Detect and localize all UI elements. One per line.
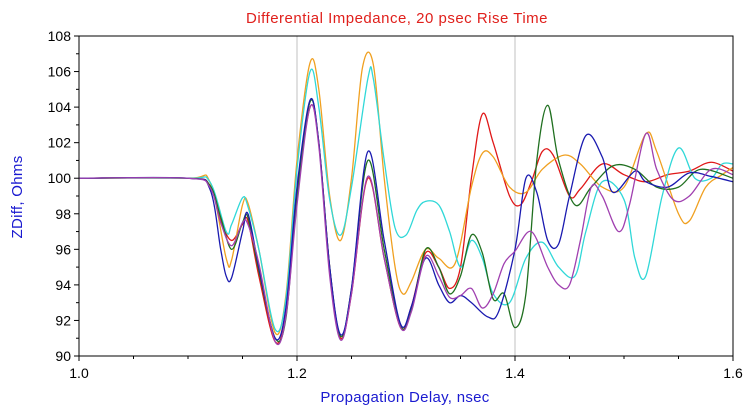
y-tick-label: 92 — [55, 312, 71, 328]
x-tick-label: 1.6 — [723, 365, 743, 381]
plot-frame — [78, 35, 734, 357]
x-axis: 1.0 1.2 1.4 1.6 — [69, 356, 743, 381]
y-tick-label: 96 — [55, 241, 71, 257]
y-tick-label: 100 — [48, 170, 72, 186]
series-line-1 — [78, 104, 734, 344]
y-axis: 90 92 94 96 98 100 102 104 106 108 — [48, 28, 79, 364]
x-axis-label: Propagation Delay, nsec — [320, 389, 489, 406]
series-line-4 — [78, 99, 734, 343]
y-tick-label: 98 — [55, 206, 71, 222]
chart-title: Differential Impedance, 20 psec Rise Tim… — [246, 10, 548, 27]
y-axis-label: ZDiff, Ohms — [9, 155, 26, 238]
y-tick-label: 108 — [48, 28, 72, 44]
y-tick-label: 90 — [55, 348, 71, 364]
x-tick-label: 1.0 — [69, 365, 89, 381]
y-tick-label: 102 — [48, 135, 72, 151]
x-tick-label: 1.2 — [287, 365, 307, 381]
x-tick-label: 1.4 — [505, 365, 525, 381]
series-line-6 — [78, 104, 734, 346]
y-tick-label: 94 — [55, 277, 71, 293]
series-lines — [78, 51, 734, 346]
series-line-5 — [78, 97, 734, 341]
series-line-2 — [78, 51, 734, 336]
y-tick-label: 104 — [48, 99, 72, 115]
series-line-3 — [78, 66, 734, 333]
y-tick-label: 106 — [48, 64, 72, 80]
